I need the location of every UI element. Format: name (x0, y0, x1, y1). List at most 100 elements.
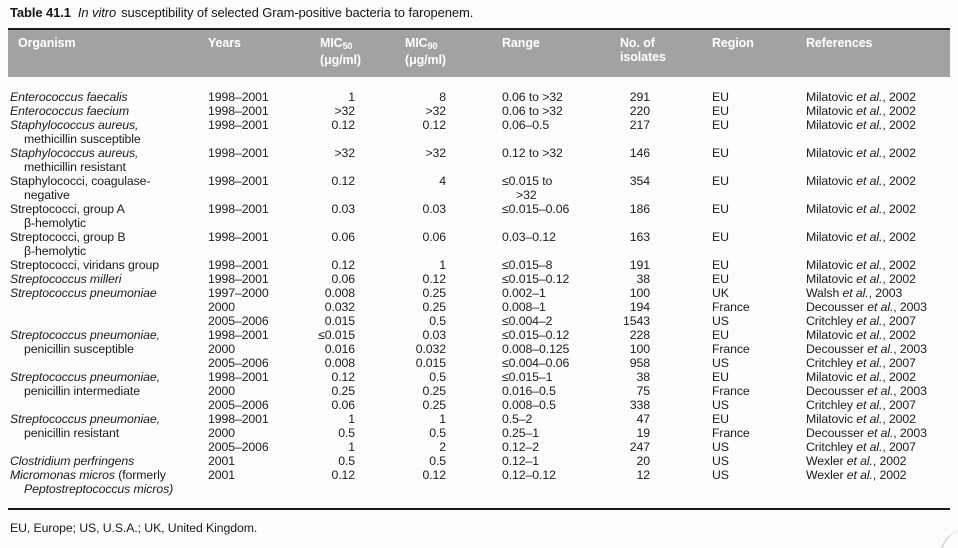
mic90-cell (395, 216, 492, 230)
isolates-cell: 191 (629, 258, 650, 272)
region-cell (700, 160, 800, 174)
isolates-cell: 38 (636, 272, 651, 286)
range-cell (492, 244, 610, 258)
range-cell: 0.12–1 (502, 454, 540, 468)
range-cell: 0.12–2 (502, 440, 540, 454)
header-mic50: MIC50 (μg/ml) (310, 29, 395, 77)
isolates-cell: 338 (629, 398, 650, 412)
mic50-cell: 1 (348, 440, 355, 454)
organism-cell: Streptococcus pneumoniae (10, 286, 157, 300)
range-cell: 0.12 to >32 (502, 146, 563, 160)
range-cell: 0.5–2 (502, 412, 533, 426)
mic90-cell: 0.25 (422, 300, 446, 314)
mic90-cell: 0.03 (422, 202, 446, 216)
table-row: β-hemolytic (8, 244, 950, 258)
years-cell: 2000 (208, 426, 235, 440)
reference-cell: Critchley et al., 2007 (806, 356, 916, 370)
organism-cell: methicillin susceptible (24, 132, 141, 146)
years-cell: 2005–2006 (208, 314, 269, 328)
region-cell: US (712, 356, 729, 370)
organism-cell: Peptostreptococcus micros) (24, 482, 174, 496)
range-cell: 0.008–1 (502, 300, 546, 314)
region-cell: EU (712, 146, 729, 160)
mic50-cell: 0.12 (331, 118, 355, 132)
range-cell (492, 216, 610, 230)
reference-cell: Milatovic et al., 2002 (806, 328, 916, 342)
region-cell: US (712, 398, 729, 412)
region-cell: France (712, 300, 750, 314)
reference-cell: Wexler et al., 2002 (806, 454, 907, 468)
mic90-cell: 0.5 (429, 454, 446, 468)
organism-cell: Enterococcus faecium (10, 104, 129, 118)
reference-cell: Milatovic et al., 2002 (806, 146, 916, 160)
region-cell: EU (712, 230, 729, 244)
range-cell: ≤0.004–0.06 (502, 356, 570, 370)
header-mic90: MIC90 (μg/ml) (395, 29, 492, 77)
range-cell: 0.008–0.125 (502, 342, 570, 356)
mic50-cell: 0.12 (331, 258, 355, 272)
mic50-cell: >32 (334, 104, 355, 118)
isolates-cell: 220 (629, 104, 650, 118)
mic90-cell: 0.032 (415, 342, 446, 356)
header-row: Organism Years MIC50 (μg/ml) MIC90 (μg/ml)… (8, 29, 950, 77)
region-cell (700, 216, 800, 230)
range-cell (492, 160, 610, 174)
isolates-cell: 12 (636, 468, 651, 482)
table-row: Streptococcus pneumoniae, 1998–2001 1 1 0.5–… (8, 412, 950, 426)
region-cell (700, 188, 800, 202)
mic90-cell: 0.03 (422, 328, 446, 342)
mic50-cell: 0.06 (331, 398, 355, 412)
organism-cell: Enterococcus faecalis (10, 90, 128, 104)
mic90-cell (395, 132, 492, 146)
organism-cell: penicillin intermediate (24, 384, 140, 398)
reference-cell: Decousser et al., 2003 (806, 300, 927, 314)
years-cell: 1998–2001 (208, 146, 269, 160)
region-cell: EU (712, 258, 729, 272)
isolates-cell (610, 216, 700, 230)
organism-cell (8, 300, 198, 314)
reference-cell: Critchley et al., 2007 (806, 440, 916, 454)
years-cell: 2001 (208, 468, 235, 482)
mic90-cell: 2 (439, 440, 446, 454)
mic90-cell: >32 (425, 104, 446, 118)
mic90-cell: 1 (439, 258, 446, 272)
header-range: Range (492, 29, 610, 77)
isolates-cell: 217 (629, 118, 650, 132)
isolates-cell: 20 (636, 454, 651, 468)
reference-cell (800, 216, 950, 230)
reference-cell: Milatovic et al., 2002 (806, 202, 916, 216)
table-row: Streptococcus pneumoniae, 1998–2001 ≤0.015… (8, 328, 950, 342)
mic90-cell (395, 482, 492, 509)
reference-cell: Milatovic et al., 2002 (806, 104, 916, 118)
isolates-cell: 958 (629, 356, 650, 370)
organism-cell: Micromonas micros (formerly (10, 468, 166, 482)
susceptibility-table: Organism Years MIC50 (μg/ml) MIC90 (μg/ml)… (8, 28, 950, 510)
organism-cell: Staphylococcus aureus, (10, 118, 139, 132)
mic90-cell: 0.06 (422, 230, 446, 244)
region-cell (700, 244, 800, 258)
range-cell: ≤0.015–1 (502, 370, 553, 384)
isolates-cell (610, 160, 700, 174)
organism-cell: β-hemolytic (24, 244, 87, 258)
organism-cell: Streptococcus milleri (10, 272, 122, 286)
mic90-cell: 0.12 (422, 468, 446, 482)
reference-cell: Walsh et al., 2003 (806, 286, 903, 300)
region-cell: EU (712, 272, 729, 286)
table-row: methicillin resistant (8, 160, 950, 174)
reference-cell (800, 244, 950, 258)
organism-cell: Clostridium perfringens (10, 454, 135, 468)
reference-cell (800, 482, 950, 509)
mic50-cell: 1 (348, 90, 355, 104)
isolates-cell: 194 (629, 300, 650, 314)
table-row: 2005–2006 0.008 0.015 ≤0.004–0.06 958 US Critc… (8, 356, 950, 370)
reference-cell: Milatovic et al., 2002 (806, 230, 916, 244)
isolates-cell: 354 (629, 174, 650, 188)
organism-cell: negative (24, 188, 70, 202)
range-cell: 0.06 to >32 (502, 90, 563, 104)
range-cell: ≤0.015–0.12 (502, 328, 570, 342)
region-cell: EU (712, 118, 729, 132)
organism-cell: Streptococci, group B (10, 230, 126, 244)
table-header: Organism Years MIC50 (μg/ml) MIC90 (μg/ml)… (8, 29, 950, 77)
years-cell: 1998–2001 (208, 174, 269, 188)
